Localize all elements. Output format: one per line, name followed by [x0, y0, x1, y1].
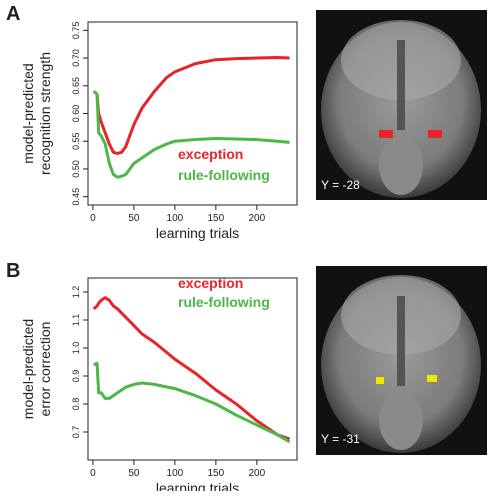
legend-label: exception: [178, 275, 243, 291]
legend-label: exception: [178, 146, 243, 162]
legend-label: rule-following: [178, 294, 270, 310]
x-axis-label: learning trials: [156, 225, 239, 241]
x-tick-label: 0: [90, 468, 96, 479]
plot-frame: [87, 277, 298, 461]
brain-image-b: [316, 266, 487, 455]
x-tick-label: 100: [167, 213, 184, 224]
y-tick-label: 1.1: [71, 314, 81, 327]
x-axis-label: learning trials: [156, 480, 239, 491]
y-tick-label: 1.2: [71, 286, 81, 299]
x-tick-label: 50: [128, 468, 140, 479]
y-axis-label: error correction: [37, 322, 53, 417]
legend-label: rule-following: [178, 167, 270, 183]
x-tick-label: 200: [248, 213, 265, 224]
panel-label: B: [6, 260, 20, 282]
x-tick-label: 150: [208, 468, 225, 479]
series-line: [92, 90, 290, 179]
y-axis-label: model-predicted: [20, 63, 36, 163]
x-tick-label: 100: [167, 468, 184, 479]
y-axis-label: recognition strength: [37, 52, 53, 175]
image-label: Y = -31: [321, 432, 360, 446]
x-tick-label: 50: [128, 213, 140, 224]
x-tick-label: 150: [208, 213, 225, 224]
series-line: [92, 296, 291, 441]
y-tick-label: 0.50: [71, 160, 81, 178]
y-tick-label: 0.60: [71, 105, 81, 123]
y-tick-label: 0.75: [71, 22, 81, 40]
series-line: [92, 55, 290, 155]
y-tick-label: 0.55: [71, 132, 81, 150]
y-tick-label: 0.8: [71, 398, 81, 411]
y-tick-label: 0.45: [71, 188, 81, 206]
y-tick-label: 0.70: [71, 49, 81, 67]
y-tick-label: 0.9: [71, 370, 81, 383]
image-label: Y = -28: [321, 178, 360, 192]
y-tick-label: 0.7: [71, 426, 81, 439]
x-tick-label: 0: [90, 213, 96, 224]
x-tick-label: 200: [248, 468, 265, 479]
y-tick-label: 0.65: [71, 77, 81, 95]
panel-label: A: [6, 3, 20, 25]
y-tick-label: 1.0: [71, 342, 81, 355]
series-line: [93, 361, 291, 444]
brain-image-a: [316, 10, 487, 200]
y-axis-label: model-predicted: [20, 319, 36, 419]
